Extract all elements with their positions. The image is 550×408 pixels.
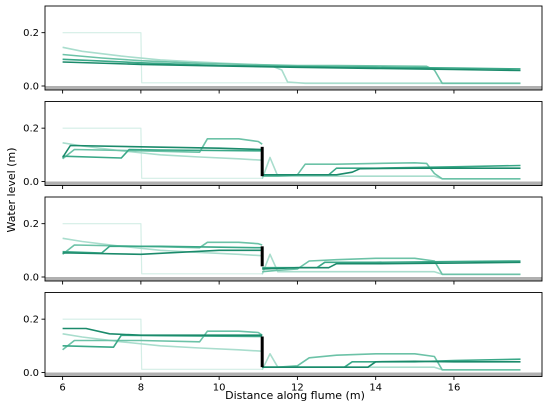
- axes-frame: [44, 101, 543, 186]
- series-group: [62, 318, 521, 371]
- y-tick-label: 0.2: [23, 28, 39, 39]
- y-tick-label: 0.2: [23, 124, 39, 135]
- series-group: [62, 32, 521, 85]
- flume-bed: [45, 86, 542, 90]
- y-tick-label: 0.0: [23, 177, 39, 188]
- x-axis-label: Distance along flume (m): [225, 389, 365, 402]
- y-tick-label: 0.2: [23, 219, 39, 230]
- water-level-line-t5: [62, 249, 263, 256]
- panel-2: 0.0 0.2: [23, 101, 543, 189]
- water-level-line-t1: [62, 223, 263, 275]
- water-level-line-t2: [62, 333, 263, 352]
- x-tick-label: 12: [291, 383, 304, 394]
- panel-1: 0.0 0.2: [23, 5, 543, 94]
- x-tick-label: 6: [59, 383, 65, 394]
- flume-bed: [45, 181, 542, 186]
- series-group: [61, 127, 521, 180]
- y-tick-label: 0.0: [23, 82, 39, 93]
- x-tick-label: 14: [369, 383, 382, 394]
- y-tick-label: 0.2: [23, 315, 39, 326]
- y-tick-label: 0.0: [23, 273, 39, 284]
- water-level-line-t5: [61, 144, 263, 158]
- water-level-line-t4: [62, 148, 263, 159]
- water-level-line-t3: [62, 138, 263, 160]
- panel-4: 0.0 0.2 6 8 10 12 14 16: [23, 292, 543, 394]
- series-group: [62, 223, 521, 276]
- panel-3: 0.0 0.2: [23, 196, 543, 285]
- water-level-line-t1: [62, 127, 263, 179]
- flume-bed: [45, 372, 542, 377]
- flume-bed: [45, 277, 542, 281]
- water-level-line-t2: [62, 237, 263, 257]
- x-tick-label: 8: [138, 383, 144, 394]
- axes-frame: [44, 196, 543, 282]
- x-tick-label: 10: [213, 383, 226, 394]
- axes-frame: [44, 292, 543, 377]
- x-tick-label: 16: [448, 383, 461, 394]
- water-level-line-t2: [261, 156, 521, 180]
- water-level-line-t1: [62, 318, 263, 370]
- water-level-line-t5: [62, 327, 263, 337]
- water-level-line-t2: [261, 253, 521, 276]
- panels-group: 0.0 0.2 0.0 0.2 0.0 0.2 0.0 0.2 6 8 10 12 14 16: [23, 5, 543, 394]
- y-axis-label: Water level (m): [5, 148, 18, 233]
- y-tick-label: 0.0: [23, 368, 39, 379]
- water-level-line-t5: [262, 360, 521, 369]
- water-level-line-t3: [62, 53, 521, 85]
- axes-frame: [44, 5, 543, 91]
- water-level-line-t5: [262, 261, 521, 270]
- water-level-line-t3: [62, 241, 263, 255]
- water-level-line-t5: [62, 61, 521, 72]
- water-level-line-t5: [262, 167, 521, 176]
- water-level-line-t3: [262, 257, 521, 276]
